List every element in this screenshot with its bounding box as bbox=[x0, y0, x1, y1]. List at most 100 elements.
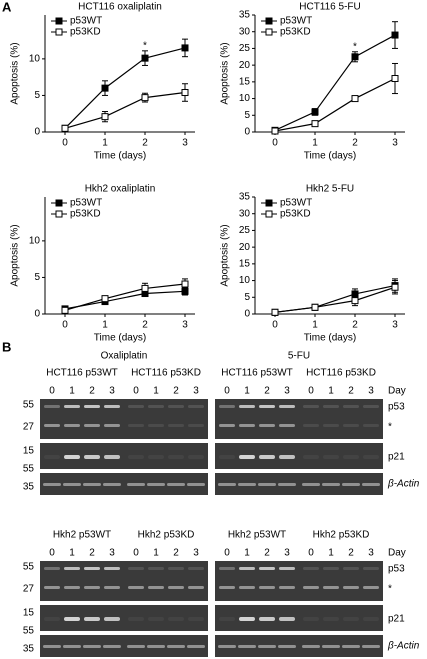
lane-label: 0 bbox=[49, 548, 55, 559]
x-tick-label: 1 bbox=[102, 320, 108, 331]
band bbox=[63, 645, 81, 648]
lane-label: 3 bbox=[284, 548, 290, 559]
band bbox=[322, 483, 340, 486]
legend-label: p53KD bbox=[70, 27, 101, 38]
legend-marker bbox=[55, 17, 63, 25]
series-line bbox=[64, 283, 186, 311]
lane-label: 2 bbox=[89, 548, 95, 559]
band bbox=[187, 645, 205, 648]
data-point bbox=[181, 89, 189, 97]
y-axis-label: Apoptosis (%) bbox=[220, 224, 231, 286]
lane-label: 1 bbox=[328, 548, 334, 559]
y-tick-label: 35 bbox=[239, 192, 251, 203]
group-label: Hkh2 p53WT bbox=[228, 530, 286, 541]
lane-label: 3 bbox=[368, 386, 374, 397]
band bbox=[279, 405, 295, 408]
legend-marker bbox=[55, 199, 63, 207]
x-tick-label: 0 bbox=[272, 320, 278, 331]
lane-label: 3 bbox=[193, 548, 199, 559]
y-tick-label: 10 bbox=[29, 236, 41, 247]
x-axis-label: Time (days) bbox=[304, 151, 356, 162]
y-tick-label: 0 bbox=[244, 309, 250, 320]
band bbox=[128, 424, 144, 427]
y-tick-label: 0 bbox=[244, 127, 250, 138]
band bbox=[148, 424, 164, 427]
band-label: p53 bbox=[388, 402, 405, 413]
data-point bbox=[61, 124, 69, 132]
band bbox=[259, 586, 275, 589]
x-tick-label: 2 bbox=[142, 138, 148, 149]
band bbox=[63, 483, 81, 486]
band bbox=[239, 455, 255, 459]
chart-title: HCT116 5-FU bbox=[299, 2, 361, 13]
blot-strip bbox=[40, 399, 208, 439]
band bbox=[323, 405, 339, 408]
series-line bbox=[274, 77, 396, 132]
band bbox=[363, 424, 379, 427]
band bbox=[44, 617, 60, 621]
lane-label: 3 bbox=[193, 386, 199, 397]
data-point bbox=[271, 308, 279, 316]
y-tick-label: 5 bbox=[244, 292, 250, 303]
x-tick-label: 2 bbox=[352, 320, 358, 331]
group-label: HCT116 p53KD bbox=[131, 368, 201, 379]
y-tick-label: 10 bbox=[239, 275, 251, 286]
legend-label: p53WT bbox=[280, 198, 312, 209]
band bbox=[362, 645, 380, 648]
band bbox=[44, 586, 60, 589]
annotation: * bbox=[353, 41, 357, 52]
band bbox=[128, 586, 144, 589]
lane-label: 2 bbox=[264, 548, 270, 559]
blot-strip bbox=[40, 473, 208, 495]
x-tick-label: 0 bbox=[272, 138, 278, 149]
blot-strip bbox=[215, 399, 383, 439]
band bbox=[218, 483, 236, 486]
band bbox=[188, 617, 204, 621]
band bbox=[258, 645, 276, 648]
blot-strip bbox=[215, 635, 383, 657]
lane-label: 0 bbox=[133, 386, 139, 397]
band bbox=[363, 567, 379, 570]
x-tick-label: 3 bbox=[182, 138, 188, 149]
blot-strip bbox=[215, 561, 383, 601]
lane-axis-label: Day bbox=[388, 386, 406, 397]
band bbox=[278, 645, 296, 648]
data-point bbox=[391, 31, 399, 39]
band bbox=[219, 405, 235, 408]
band bbox=[168, 405, 184, 408]
band bbox=[342, 645, 360, 648]
band bbox=[127, 483, 145, 486]
lane-label: 1 bbox=[153, 548, 159, 559]
band bbox=[303, 567, 319, 570]
band bbox=[302, 483, 320, 486]
band bbox=[219, 586, 235, 589]
series-line bbox=[64, 47, 186, 129]
band bbox=[127, 645, 145, 648]
data-point bbox=[351, 95, 359, 103]
band bbox=[303, 586, 319, 589]
band bbox=[279, 617, 295, 621]
band bbox=[343, 586, 359, 589]
band bbox=[148, 455, 164, 459]
data-point bbox=[101, 295, 109, 303]
group-label: Hkh2 p53WT bbox=[53, 530, 111, 541]
band bbox=[84, 617, 100, 621]
x-tick-label: 0 bbox=[62, 138, 68, 149]
data-point bbox=[311, 303, 319, 311]
lane-label: 0 bbox=[308, 386, 314, 397]
band bbox=[239, 617, 255, 621]
size-marker: 55 bbox=[23, 562, 35, 573]
band bbox=[259, 405, 275, 408]
data-point bbox=[181, 280, 189, 288]
data-point bbox=[141, 284, 149, 292]
band bbox=[168, 424, 184, 427]
band bbox=[103, 645, 121, 648]
group-label: HCT116 p53WT bbox=[221, 368, 293, 379]
lane-label: 2 bbox=[89, 386, 95, 397]
band bbox=[104, 424, 120, 427]
y-tick-label: 35 bbox=[239, 10, 251, 21]
series-line bbox=[64, 290, 186, 310]
y-tick-label: 5 bbox=[34, 90, 40, 101]
band-label: p21 bbox=[388, 452, 405, 463]
band bbox=[104, 567, 120, 570]
